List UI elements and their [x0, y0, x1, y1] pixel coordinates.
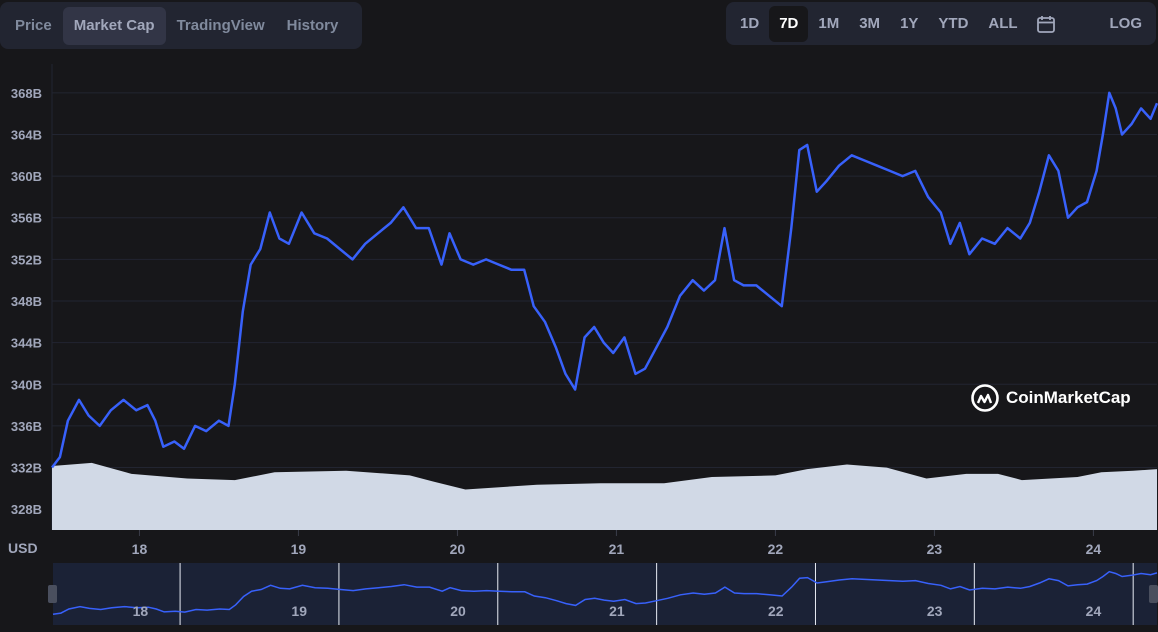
tab-market-cap[interactable]: Market Cap	[62, 6, 166, 45]
x-tick-label: 19	[291, 541, 307, 557]
y-tick-label: 364B	[11, 127, 42, 142]
navigator-tick-label: 19	[291, 603, 307, 619]
y-tick-label: 332B	[11, 461, 42, 476]
navigator-right-handle[interactable]	[1149, 585, 1158, 603]
tab-history[interactable]: History	[286, 16, 339, 34]
navigator-tick-label: 20	[450, 603, 466, 619]
tab-tradingview[interactable]: TradingView	[176, 16, 265, 34]
x-tick-label: 22	[768, 541, 784, 557]
navigator-line	[52, 570, 1158, 616]
navigator-tick-label: 23	[927, 603, 943, 619]
range-1d-button[interactable]: 1D	[740, 14, 760, 32]
coinmarketcap-logo-icon	[971, 384, 999, 412]
y-tick-label: 356B	[11, 211, 42, 226]
currency-label: USD	[8, 540, 38, 556]
chart-type-tabs: Price Market Cap TradingView History	[0, 2, 362, 49]
range-all-button[interactable]: ALL	[988, 14, 1018, 32]
range-ytd-button[interactable]: YTD	[938, 14, 969, 32]
range-3m-button[interactable]: 3M	[859, 14, 881, 32]
navigator-labels: 18 19 20 21 22 23 24	[133, 603, 1102, 619]
navigator-tick-label: 18	[133, 603, 149, 619]
x-axis-labels: 18 19 20 21 22 23 24	[132, 530, 1102, 557]
navigator-background	[53, 563, 1157, 625]
y-tick-label: 340B	[11, 377, 42, 392]
navigator-dividers	[179, 563, 1134, 625]
x-tick-label: 21	[609, 541, 625, 557]
range-navigator[interactable]: 18 19 20 21 22 23 24	[48, 563, 1158, 625]
y-tick-label: 348B	[11, 294, 42, 309]
grid-lines	[51, 64, 1157, 530]
y-tick-label: 344B	[11, 336, 42, 351]
y-tick-label: 328B	[11, 502, 42, 517]
volume-area	[52, 462, 1157, 530]
x-tick-label: 23	[927, 541, 943, 557]
market-cap-line	[51, 91, 1158, 469]
y-tick-label: 368B	[11, 86, 42, 101]
range-1m-button[interactable]: 1M	[818, 14, 840, 32]
range-1y-button[interactable]: 1Y	[900, 14, 919, 32]
navigator-left-handle[interactable]	[48, 585, 57, 603]
navigator-tick-label: 21	[609, 603, 625, 619]
navigator-tick-label: 22	[768, 603, 784, 619]
y-axis-labels: 328B 332B 336B 340B 344B 348B 352B 356B 360B 364B…	[11, 86, 42, 517]
x-tick-label: 20	[450, 541, 466, 557]
log-scale-button[interactable]: LOG	[1109, 14, 1143, 32]
navigator-tick-label: 24	[1086, 603, 1102, 619]
coinmarketcap-watermark: CoinMarketCap	[970, 383, 1131, 413]
tab-price[interactable]: Price	[15, 16, 52, 34]
y-tick-label: 352B	[11, 252, 42, 267]
x-tick-label: 24	[1086, 541, 1102, 557]
time-range-selector: 1D 7D 1M 3M 1Y YTD ALL LOG	[726, 2, 1156, 45]
watermark-text: CoinMarketCap	[1006, 388, 1131, 407]
y-tick-label: 360B	[11, 169, 42, 184]
x-tick-label: 18	[132, 541, 148, 557]
calendar-icon[interactable]	[1028, 6, 1064, 42]
range-7d-button[interactable]: 7D	[769, 5, 809, 42]
y-tick-label: 336B	[11, 419, 42, 434]
